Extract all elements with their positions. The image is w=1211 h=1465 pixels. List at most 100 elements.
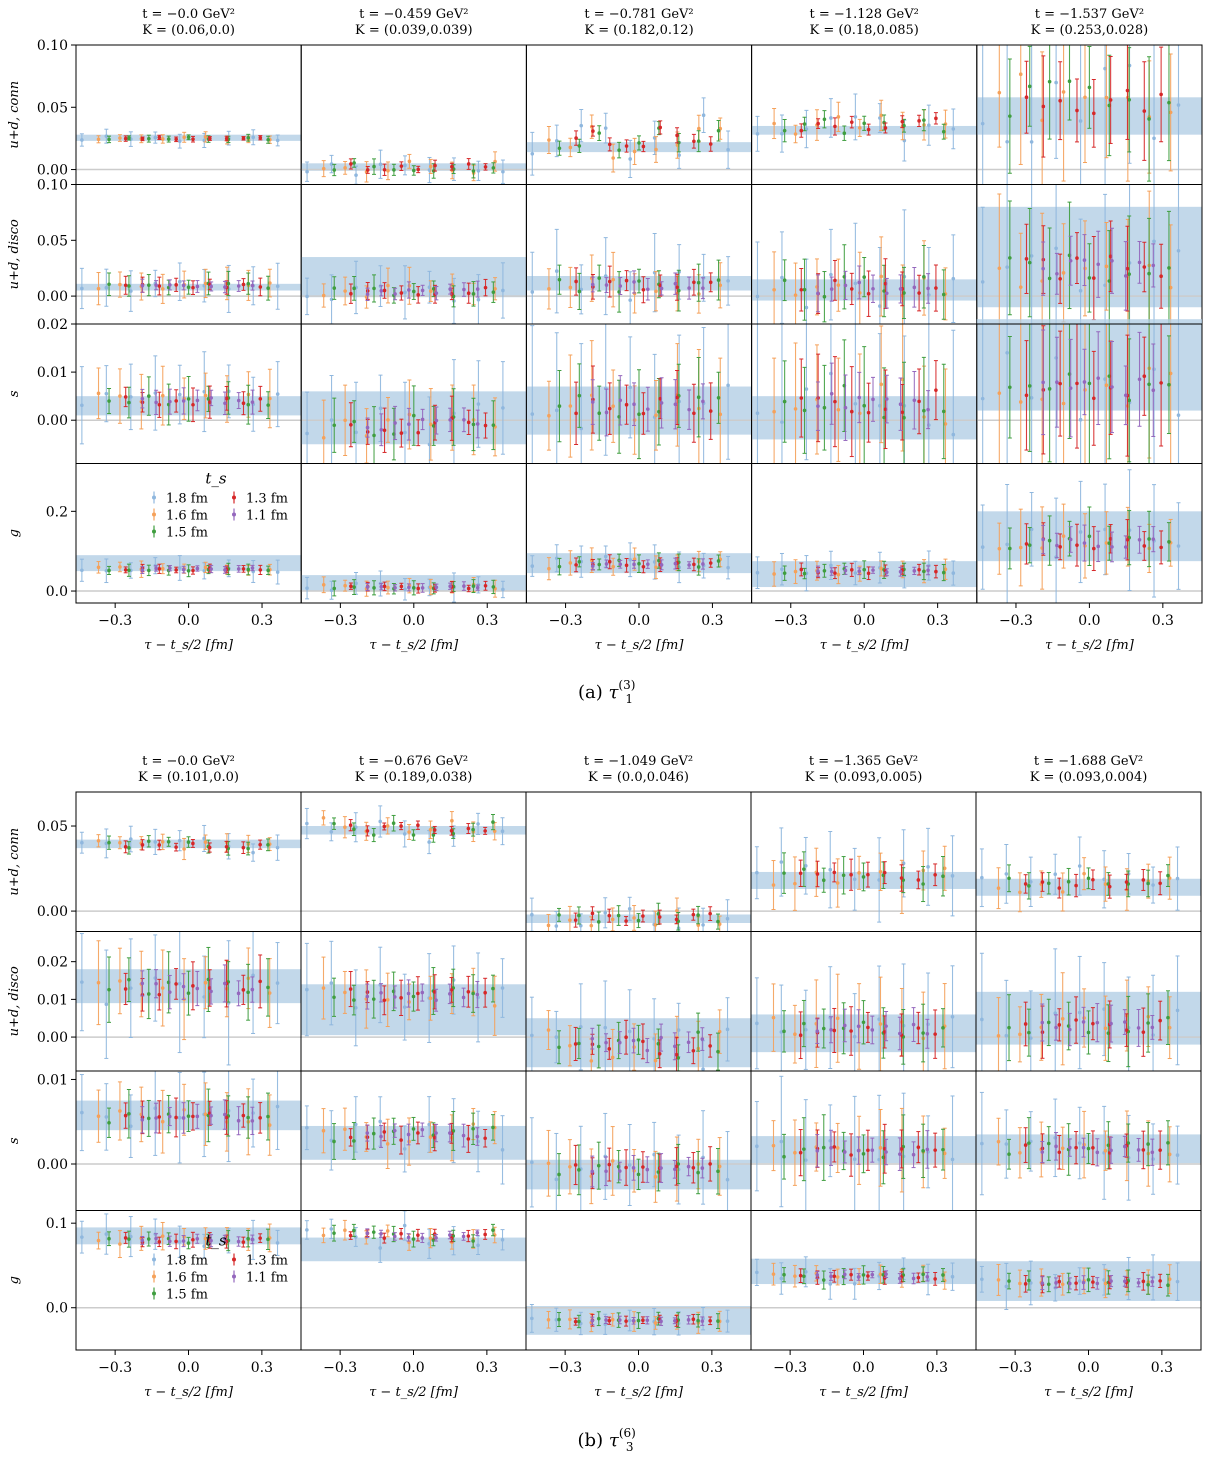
data-point [934, 116, 938, 121]
data-point [628, 157, 632, 161]
data-point [934, 388, 938, 392]
data-point [399, 164, 404, 168]
legend-entry-label: 1.1 fm [246, 509, 288, 524]
data-point [386, 283, 390, 288]
data-point [701, 113, 706, 118]
data-point [332, 586, 337, 591]
data-point [673, 281, 678, 286]
data-point [411, 994, 416, 999]
data-point [483, 285, 488, 290]
data-point [416, 430, 421, 435]
points [79, 262, 280, 313]
data-point [471, 827, 475, 832]
x-tick-label: −0.3 [98, 613, 132, 629]
data-point [574, 279, 578, 284]
panel [75, 463, 302, 604]
x-tick-label: 0.0 [1078, 613, 1100, 629]
data-point [902, 415, 906, 420]
data-point [829, 563, 833, 568]
data-point [1146, 881, 1150, 886]
data-point [186, 285, 191, 289]
data-point [1068, 537, 1073, 542]
data-point [1159, 274, 1163, 279]
data-point [412, 168, 416, 173]
data-point [1029, 140, 1034, 144]
data-point [1029, 527, 1034, 532]
data-point [1125, 266, 1130, 271]
data-point [871, 568, 875, 572]
legend-marker [232, 495, 236, 500]
data-point [568, 285, 573, 290]
data-point [1168, 285, 1173, 290]
data-point [166, 137, 171, 141]
data-point [429, 164, 433, 169]
data-point [386, 585, 390, 590]
data-point [596, 920, 601, 924]
row-label: s [7, 390, 22, 397]
data-point [637, 412, 641, 416]
data-point [140, 981, 145, 986]
data-point [1058, 381, 1062, 386]
data-point [275, 392, 280, 396]
data-point [1166, 873, 1170, 878]
data-point [841, 873, 846, 878]
data-point [687, 286, 691, 290]
data-point [716, 919, 720, 924]
x-tick-label: −0.3 [323, 613, 357, 629]
data-point [597, 131, 602, 135]
data-point [329, 981, 334, 985]
data-point [501, 406, 505, 410]
data-point [258, 842, 262, 847]
data-point [1040, 880, 1045, 884]
legend: t_s 1.8 fm 1.6 fm 1.5 fm 1.3 fm 1.1 fm [152, 470, 288, 541]
y-tick-label: 0.2 [46, 504, 68, 520]
data-point [147, 568, 151, 573]
points [305, 359, 505, 464]
data-point [251, 850, 255, 855]
data-point [852, 877, 857, 882]
panel [300, 463, 527, 604]
data-point [1027, 543, 1032, 547]
data-point [901, 861, 906, 866]
y-tick-label: 0.05 [37, 233, 68, 249]
data-point [922, 408, 926, 413]
data-point [475, 287, 480, 291]
data-point [1087, 534, 1092, 539]
data-point [675, 133, 679, 138]
data-point [862, 121, 866, 126]
data-point [708, 911, 712, 916]
data-point [861, 875, 866, 879]
data-point [372, 286, 376, 291]
data-point [385, 824, 390, 828]
data-point [1151, 388, 1156, 393]
data-point [420, 288, 425, 293]
data-point [857, 291, 862, 295]
data-point [186, 568, 191, 573]
data-point [246, 135, 251, 140]
data-point [1151, 883, 1155, 887]
data-point [922, 118, 926, 122]
data-point [862, 567, 866, 572]
data-point [80, 403, 84, 408]
data-point [1152, 136, 1156, 141]
panel [751, 44, 978, 185]
data-point [716, 395, 721, 400]
data-point [632, 418, 637, 422]
data-point [1176, 103, 1181, 107]
data-point [646, 287, 650, 292]
data-point [471, 292, 476, 296]
data-point [618, 284, 623, 288]
data-point [926, 286, 930, 291]
y-tick-label: 0.00 [37, 1030, 68, 1046]
panel-frame [525, 184, 753, 325]
data-point [1018, 890, 1022, 895]
x-tick-label: −0.3 [999, 613, 1033, 629]
data-point [802, 408, 807, 413]
data-point [343, 583, 347, 588]
data-point [250, 400, 255, 404]
data-point [1047, 79, 1052, 84]
data-point [554, 924, 559, 928]
data-point [799, 287, 804, 292]
data-point [1005, 140, 1009, 144]
data-point [718, 283, 723, 288]
